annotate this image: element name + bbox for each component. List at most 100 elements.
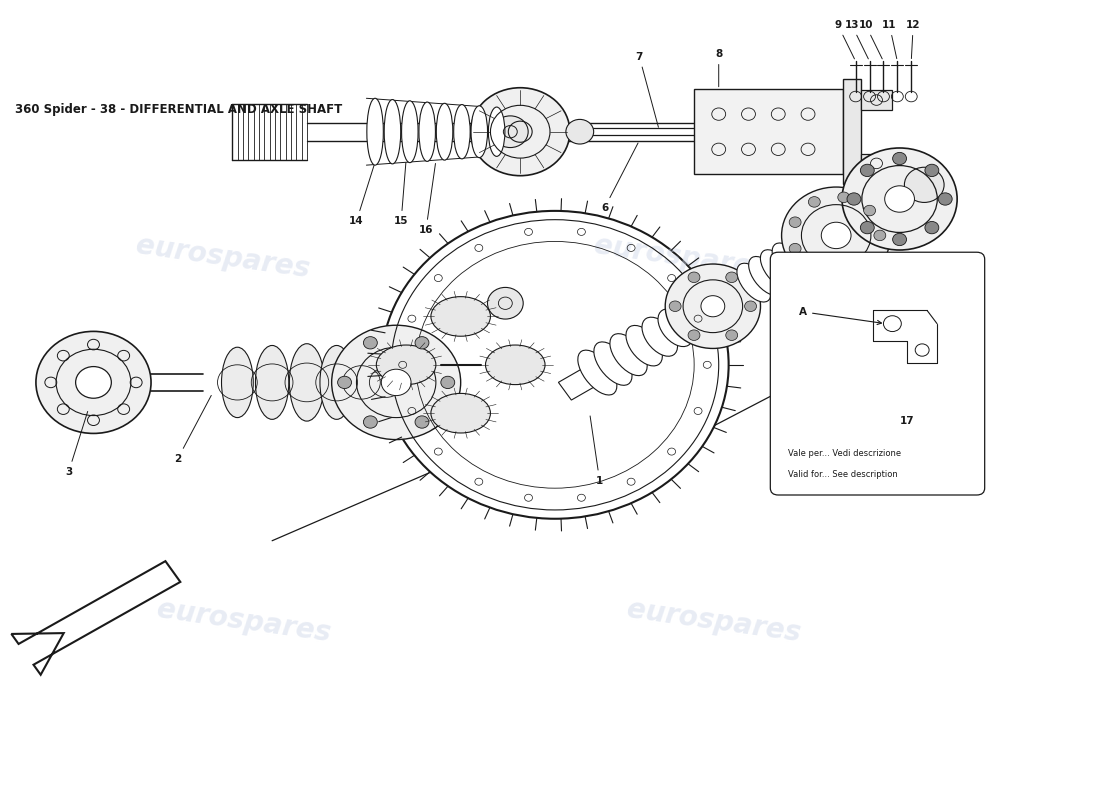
Circle shape bbox=[363, 416, 377, 428]
Ellipse shape bbox=[431, 297, 491, 336]
Ellipse shape bbox=[737, 263, 771, 302]
Circle shape bbox=[36, 331, 151, 434]
Circle shape bbox=[808, 264, 821, 274]
Circle shape bbox=[487, 287, 524, 319]
Ellipse shape bbox=[784, 236, 818, 275]
Circle shape bbox=[782, 187, 891, 284]
Circle shape bbox=[884, 186, 914, 212]
Ellipse shape bbox=[488, 107, 505, 156]
Ellipse shape bbox=[485, 345, 544, 385]
Bar bbox=[843, 79, 860, 185]
Circle shape bbox=[666, 264, 760, 349]
Circle shape bbox=[808, 197, 821, 207]
Circle shape bbox=[864, 206, 876, 216]
Text: 13: 13 bbox=[845, 20, 868, 59]
Text: eurospares: eurospares bbox=[155, 595, 333, 648]
Text: 14: 14 bbox=[349, 161, 375, 226]
Text: 5: 5 bbox=[784, 260, 792, 279]
Circle shape bbox=[822, 222, 851, 249]
Ellipse shape bbox=[749, 257, 783, 295]
Ellipse shape bbox=[760, 250, 794, 289]
Circle shape bbox=[415, 337, 429, 349]
Circle shape bbox=[471, 88, 570, 176]
Text: 9: 9 bbox=[834, 20, 855, 59]
Circle shape bbox=[892, 152, 906, 165]
Ellipse shape bbox=[658, 309, 693, 346]
Ellipse shape bbox=[419, 102, 436, 162]
Text: 11: 11 bbox=[882, 20, 896, 58]
Circle shape bbox=[925, 222, 938, 234]
Circle shape bbox=[338, 376, 352, 389]
Ellipse shape bbox=[453, 105, 470, 159]
Text: 3: 3 bbox=[65, 411, 88, 477]
Ellipse shape bbox=[255, 346, 289, 419]
Circle shape bbox=[726, 272, 738, 282]
Bar bbox=[694, 90, 843, 174]
Text: 16: 16 bbox=[419, 163, 436, 235]
Circle shape bbox=[363, 337, 377, 349]
Circle shape bbox=[789, 243, 801, 254]
Circle shape bbox=[415, 416, 429, 428]
Ellipse shape bbox=[384, 99, 400, 164]
Text: 2: 2 bbox=[174, 395, 211, 463]
Circle shape bbox=[860, 222, 875, 234]
Circle shape bbox=[847, 193, 861, 205]
Text: 1: 1 bbox=[590, 416, 603, 486]
Circle shape bbox=[726, 330, 738, 341]
Ellipse shape bbox=[402, 101, 418, 162]
Circle shape bbox=[688, 272, 700, 282]
Ellipse shape bbox=[795, 230, 829, 268]
Bar bbox=[860, 154, 892, 173]
Circle shape bbox=[925, 164, 938, 177]
Circle shape bbox=[332, 326, 461, 439]
Text: 4: 4 bbox=[900, 254, 913, 324]
Circle shape bbox=[701, 296, 725, 317]
Ellipse shape bbox=[346, 349, 376, 416]
Circle shape bbox=[842, 148, 957, 250]
Ellipse shape bbox=[320, 346, 353, 419]
Ellipse shape bbox=[437, 103, 453, 160]
Bar bbox=[860, 90, 892, 110]
Circle shape bbox=[938, 193, 953, 205]
Circle shape bbox=[864, 255, 876, 266]
Ellipse shape bbox=[609, 334, 647, 376]
Circle shape bbox=[904, 167, 944, 202]
Polygon shape bbox=[559, 180, 924, 400]
Text: 360 Spider - 38 - DIFFERENTIAL AND AXLE SHAFT: 360 Spider - 38 - DIFFERENTIAL AND AXLE … bbox=[15, 103, 342, 116]
Circle shape bbox=[860, 164, 875, 177]
Text: 12: 12 bbox=[906, 20, 921, 58]
Ellipse shape bbox=[674, 301, 708, 337]
Circle shape bbox=[688, 330, 700, 341]
Circle shape bbox=[382, 211, 728, 518]
Text: 17: 17 bbox=[900, 416, 914, 426]
Text: 8: 8 bbox=[715, 49, 723, 86]
Text: Vale per... Vedi descrizione: Vale per... Vedi descrizione bbox=[789, 449, 901, 458]
Ellipse shape bbox=[366, 98, 383, 165]
Ellipse shape bbox=[578, 350, 617, 395]
FancyBboxPatch shape bbox=[770, 252, 984, 495]
Circle shape bbox=[789, 217, 801, 227]
Polygon shape bbox=[11, 561, 180, 674]
Circle shape bbox=[565, 119, 594, 144]
Ellipse shape bbox=[772, 243, 806, 282]
Circle shape bbox=[892, 234, 906, 246]
Circle shape bbox=[745, 301, 757, 311]
Ellipse shape bbox=[471, 106, 487, 158]
Text: eurospares: eurospares bbox=[592, 231, 770, 283]
Text: eurospares: eurospares bbox=[134, 231, 311, 283]
Ellipse shape bbox=[376, 345, 436, 385]
Circle shape bbox=[493, 116, 528, 147]
Text: eurospares: eurospares bbox=[625, 595, 803, 648]
Text: 6: 6 bbox=[601, 143, 638, 213]
Circle shape bbox=[873, 230, 886, 241]
Ellipse shape bbox=[221, 347, 253, 418]
Circle shape bbox=[76, 366, 111, 398]
Ellipse shape bbox=[373, 353, 399, 412]
Ellipse shape bbox=[626, 326, 662, 366]
Ellipse shape bbox=[642, 317, 678, 356]
Circle shape bbox=[669, 301, 681, 311]
Text: 10: 10 bbox=[858, 20, 882, 59]
Text: A: A bbox=[799, 307, 881, 325]
Circle shape bbox=[441, 376, 454, 389]
Text: Valid for... See description: Valid for... See description bbox=[789, 470, 898, 478]
